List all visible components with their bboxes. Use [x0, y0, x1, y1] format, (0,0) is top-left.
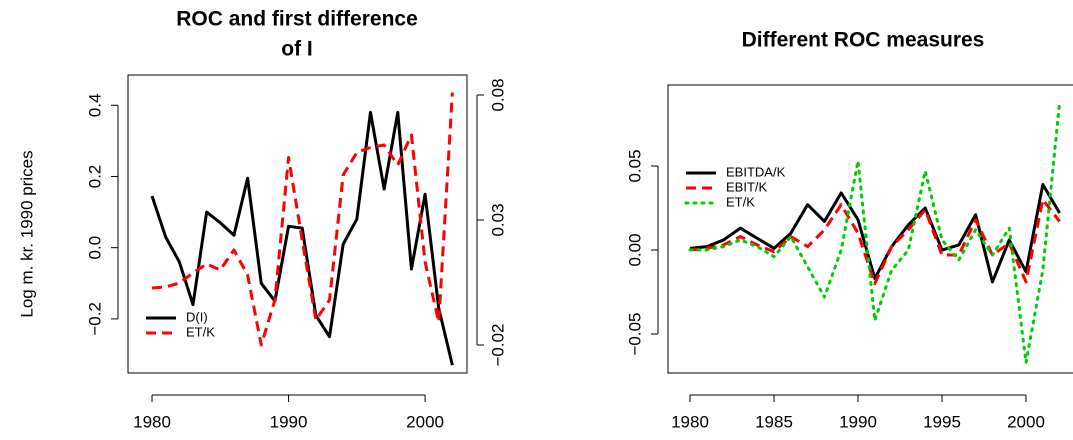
- legend-label: EBITDA/K: [726, 164, 786, 179]
- legend-label: D(I): [186, 309, 208, 324]
- y-tick-label: 0.2: [85, 165, 104, 189]
- x-tick-label: 1985: [755, 412, 793, 431]
- x-tick-label: 1980: [671, 412, 709, 431]
- plot-frame: [127, 74, 468, 374]
- series-line: [151, 92, 454, 347]
- legend-label: ET/K: [726, 194, 755, 209]
- series-line: [688, 100, 1062, 365]
- y-tick-label: 0.0: [85, 236, 104, 260]
- x-tick-label: 1995: [923, 412, 961, 431]
- y2-tick-label: 0.03: [488, 203, 507, 236]
- x-tick-label: 2000: [406, 412, 444, 431]
- x-tick-label: 2000: [1007, 412, 1045, 431]
- y-tick-label: −0.05: [625, 313, 644, 356]
- y2-tick-label: 0.08: [488, 78, 507, 111]
- chart-title: ROC and first difference: [176, 8, 418, 31]
- legend-label: ET/K: [186, 324, 215, 339]
- y-tick-label: −0.2: [85, 302, 104, 336]
- chart-title: Different ROC measures: [742, 29, 985, 52]
- series-line: [150, 110, 454, 366]
- x-tick-label: 1980: [133, 412, 171, 431]
- y2-tick-label: −0.02: [488, 323, 507, 366]
- x-tick-label: 1990: [839, 412, 877, 431]
- plot-frame: [667, 84, 1073, 374]
- y-tick-label: 0.05: [625, 149, 644, 182]
- series-line: [689, 198, 1061, 286]
- chart-title: of I: [281, 38, 313, 61]
- x-tick-label: 1990: [270, 412, 308, 431]
- y-tick-label: 0.4: [85, 93, 104, 117]
- series-line: [689, 182, 1061, 284]
- y-axis-label: Log m. kr. 1990 prices: [17, 150, 36, 317]
- y-tick-label: 0.00: [625, 233, 644, 266]
- legend-label: EBIT/K: [726, 179, 768, 194]
